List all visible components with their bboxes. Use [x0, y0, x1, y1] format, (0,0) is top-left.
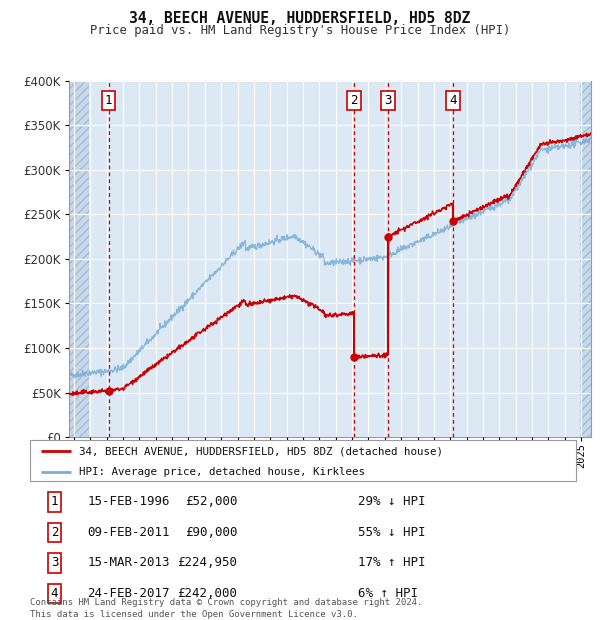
Text: 15-MAR-2013: 15-MAR-2013 [88, 557, 170, 569]
Text: 3: 3 [385, 94, 392, 107]
Text: 3: 3 [51, 557, 58, 569]
Text: £224,950: £224,950 [178, 557, 238, 569]
Text: 4: 4 [449, 94, 457, 107]
Text: 34, BEECH AVENUE, HUDDERSFIELD, HD5 8DZ (detached house): 34, BEECH AVENUE, HUDDERSFIELD, HD5 8DZ … [79, 446, 443, 456]
Text: 2: 2 [51, 526, 58, 539]
Text: 24-FEB-2017: 24-FEB-2017 [88, 587, 170, 600]
Text: £242,000: £242,000 [178, 587, 238, 600]
Text: 09-FEB-2011: 09-FEB-2011 [88, 526, 170, 539]
Text: 4: 4 [51, 587, 58, 600]
Text: 17% ↑ HPI: 17% ↑ HPI [358, 557, 425, 569]
Text: Price paid vs. HM Land Registry's House Price Index (HPI): Price paid vs. HM Land Registry's House … [90, 24, 510, 37]
Text: 1: 1 [51, 495, 58, 508]
Text: 2: 2 [350, 94, 358, 107]
Text: £52,000: £52,000 [185, 495, 238, 508]
Text: Contains HM Land Registry data © Crown copyright and database right 2024.
This d: Contains HM Land Registry data © Crown c… [30, 598, 422, 619]
Bar [580, 81, 591, 437]
FancyBboxPatch shape [30, 440, 576, 480]
Text: £90,000: £90,000 [185, 526, 238, 539]
Text: 55% ↓ HPI: 55% ↓ HPI [358, 526, 425, 539]
Text: 6% ↑ HPI: 6% ↑ HPI [358, 587, 418, 600]
Text: 29% ↓ HPI: 29% ↓ HPI [358, 495, 425, 508]
Text: HPI: Average price, detached house, Kirklees: HPI: Average price, detached house, Kirk… [79, 467, 365, 477]
Bar [69, 81, 89, 437]
Text: 34, BEECH AVENUE, HUDDERSFIELD, HD5 8DZ: 34, BEECH AVENUE, HUDDERSFIELD, HD5 8DZ [130, 11, 470, 25]
Text: 1: 1 [105, 94, 112, 107]
Text: 15-FEB-1996: 15-FEB-1996 [88, 495, 170, 508]
